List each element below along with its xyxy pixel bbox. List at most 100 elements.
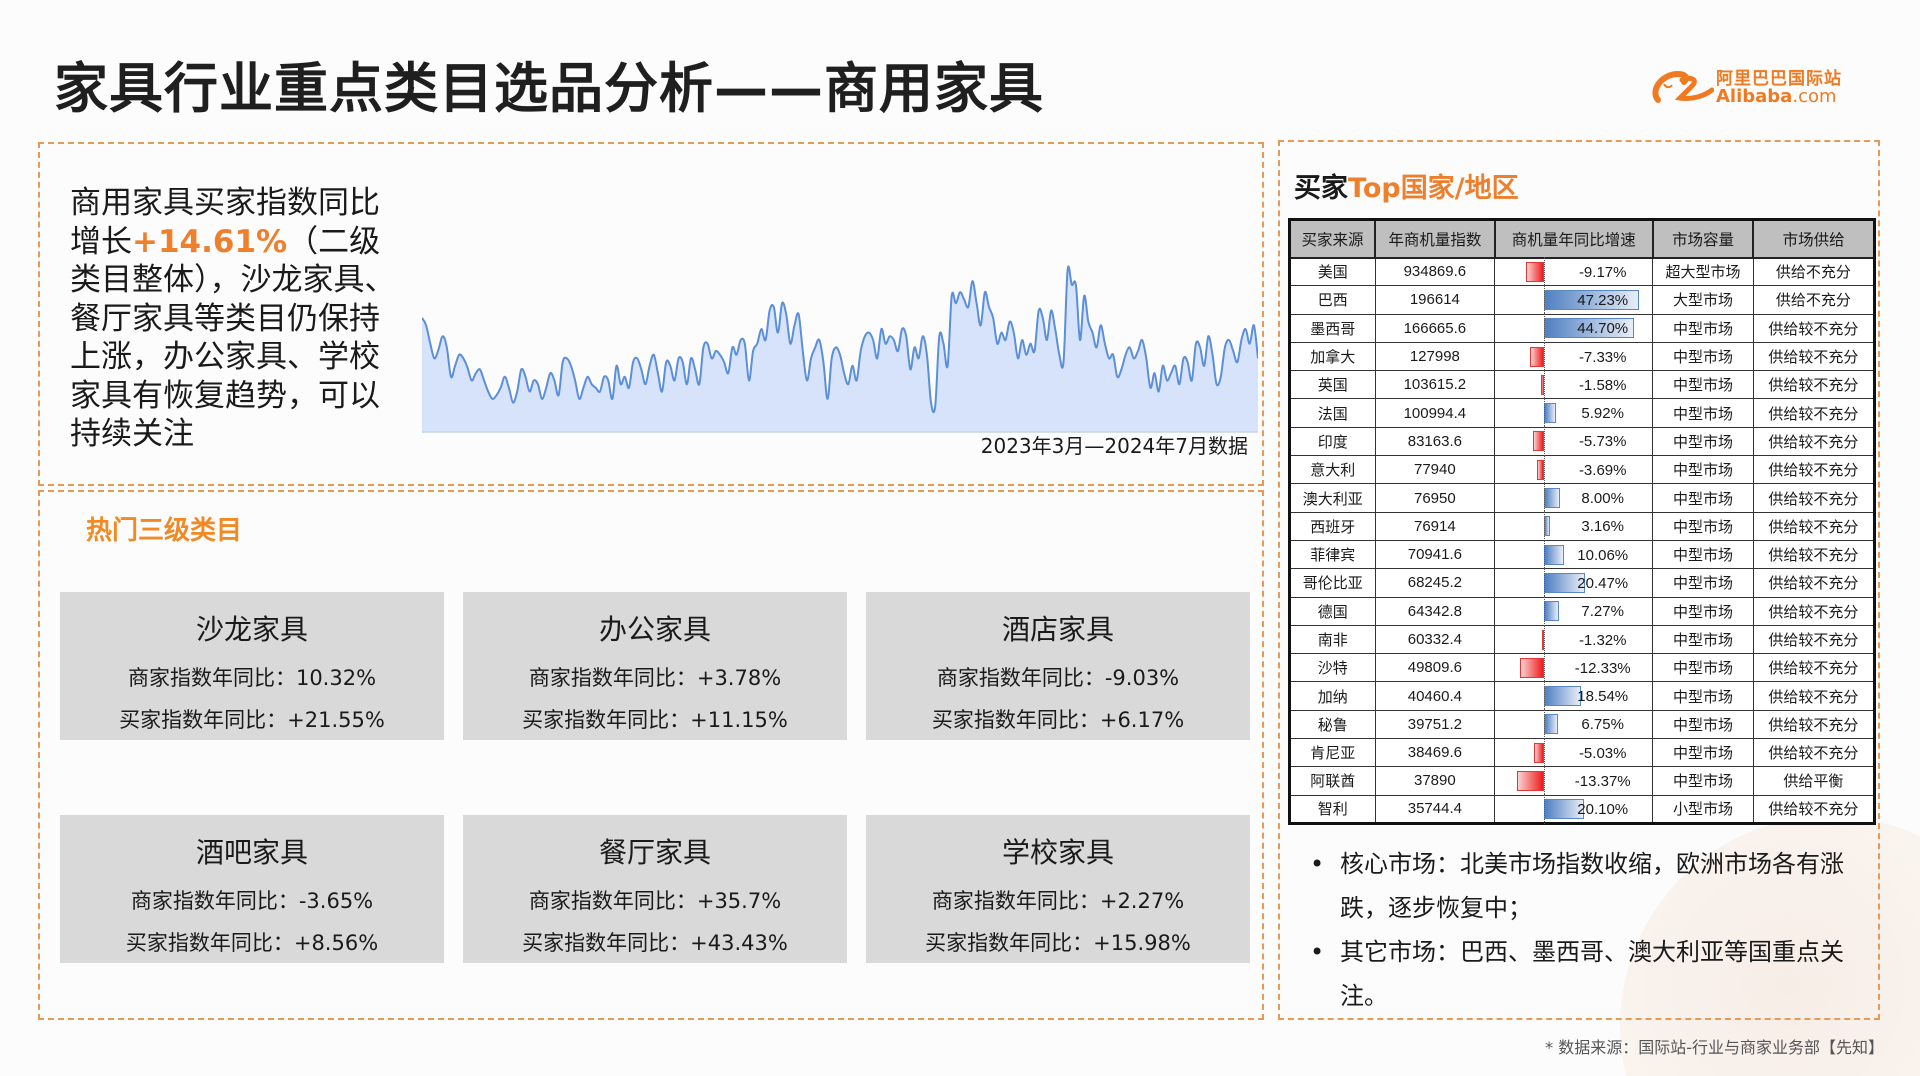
summary-highlight-growth: +14.61% [132,223,288,260]
country-cell: 肯尼亚 [1289,738,1376,768]
supply-cell: 供给较不充分 [1752,455,1876,485]
growth-value: 6.75% [1581,716,1624,734]
trend-area-fill [422,266,1258,432]
insight-core-markets: • 核心市场：北美市场指数收缩，欧洲市场各有涨跌，逐步恢复中； [1308,842,1868,930]
zero-axis [1544,681,1546,712]
index-cell: 127998 [1374,341,1496,372]
capacity-cell: 中型市场 [1652,398,1754,428]
country-cell: 印度 [1289,426,1376,457]
zero-axis [1544,624,1546,655]
negative-growth-bar [1525,261,1545,282]
column-header: 商机量年同比增速 [1493,218,1654,259]
capacity-cell: 中型市场 [1652,624,1754,655]
growth-cell: -12.33% [1494,652,1654,683]
index-cell: 70941.6 [1374,539,1496,570]
zero-axis [1544,341,1546,372]
index-cell: 38469.6 [1374,738,1496,768]
table-row: 哥伦比亚 68245.2 20.47% 中型市场 供给较不充分 [1289,567,1876,598]
negative-growth-bar [1517,770,1545,791]
capacity-cell: 中型市场 [1652,370,1754,400]
growth-cell: 10.06% [1494,539,1654,570]
capacity-cell: 中型市场 [1652,426,1754,457]
supply-cell: 供给较不充分 [1752,483,1876,513]
supply-cell: 供给较不充分 [1752,511,1876,541]
capacity-cell: 大型市场 [1652,285,1754,315]
alibaba-logo: 阿里巴巴国际站 Alibaba.com [1652,64,1852,114]
growth-cell: 6.75% [1494,709,1654,740]
country-cell: 智利 [1289,794,1376,824]
growth-cell: 5.92% [1494,398,1654,429]
category-name: 沙龙家具 [195,613,308,646]
capacity-cell: 中型市场 [1652,681,1754,711]
merchant-index-yoy: 商家指数年同比：10.32% [127,666,377,690]
supply-cell: 供给较不充分 [1752,709,1876,740]
column-header: 市场供给 [1752,218,1876,259]
index-cell: 76950 [1374,483,1496,513]
index-cell: 100994.4 [1374,398,1496,428]
table-row: 加纳 40460.4 18.54% 中型市场 供给较不充分 [1289,681,1876,712]
growth-value: 18.54% [1577,688,1629,706]
supply-cell: 供给较不充分 [1752,370,1876,400]
insight-other-markets: • 其它市场：巴西、墨西哥、澳大利亚等国重点关注。 [1308,930,1868,1018]
country-cell: 加拿大 [1289,341,1376,372]
country-cell: 巴西 [1289,285,1376,315]
capacity-cell: 中型市场 [1652,596,1754,626]
zero-axis [1544,511,1546,542]
zero-axis [1544,765,1546,796]
growth-cell: 20.10% [1494,793,1654,824]
growth-cell: 44.70% [1494,313,1654,344]
table-row: 巴西 196614 47.23% 大型市场 供给不充分 [1289,284,1876,315]
zero-axis [1544,793,1546,824]
growth-cell: -7.33% [1494,341,1654,372]
growth-value: 3.16% [1581,518,1624,536]
table-row: 智利 35744.4 20.10% 小型市场 供给较不充分 [1289,793,1876,824]
index-cell: 68245.2 [1374,568,1496,598]
merchant-index-yoy: 商家指数年同比：+3.78% [528,666,782,690]
supply-cell: 供给较不充分 [1752,313,1876,343]
capacity-cell: 中型市场 [1652,539,1754,570]
growth-cell: 3.16% [1494,511,1654,542]
summary-text-before: 商用家具买家指数同比增长 [70,185,380,260]
merchant-index-yoy: 商家指数年同比：+35.7% [528,889,782,913]
capacity-cell: 中型市场 [1652,455,1754,485]
capacity-cell: 中型市场 [1652,653,1754,683]
table-row: 肯尼亚 38469.6 -5.03% 中型市场 供给较不充分 [1289,737,1876,768]
supply-cell: 供给较不充分 [1752,738,1876,768]
buyer-index-yoy: 买家指数年同比：+21.55% [119,708,385,732]
zero-axis [1544,313,1546,344]
growth-value: 20.10% [1577,800,1629,818]
country-cell: 德国 [1289,596,1376,626]
index-cell: 39751.2 [1374,709,1496,740]
country-cell: 英国 [1289,370,1376,400]
category-name: 办公家具 [598,613,711,646]
category-name: 酒吧家具 [195,836,308,869]
zero-axis [1544,256,1546,287]
growth-value: 7.27% [1581,603,1624,621]
growth-value: -12.33% [1574,659,1631,677]
growth-value: -1.58% [1578,376,1627,394]
zero-axis [1544,539,1546,570]
growth-value: 10.06% [1577,546,1629,564]
table-header-row: 买家来源 年商机量指数 商机量年同比增速 市场容量 市场供给 [1288,218,1876,259]
growth-cell: -5.73% [1494,426,1654,457]
category-card-bar: 酒吧家具 商家指数年同比：-3.65% 买家指数年同比：+8.56% [60,815,444,963]
country-cell: 意大利 [1289,455,1376,485]
growth-cell: 47.23% [1494,284,1654,315]
negative-growth-bar [1529,346,1545,367]
supply-cell: 供给较不充分 [1752,596,1876,626]
buyers-panel-title: 买家Top国家/地区 [1294,173,1519,204]
index-cell: 35744.4 [1374,794,1496,824]
country-cell: 哥伦比亚 [1289,568,1376,598]
country-cell: 墨西哥 [1289,313,1376,343]
zero-axis [1544,483,1546,514]
data-source-footnote: * 数据来源：国际站-行业与商家业务部【先知】 [1545,1038,1884,1057]
supply-cell: 供给不充分 [1752,256,1876,287]
country-cell: 秘鲁 [1289,709,1376,740]
supply-cell: 供给不充分 [1752,285,1876,315]
category-card-school: 学校家具 商家指数年同比：+2.27% 买家指数年同比：+15.98% [866,815,1250,963]
table-row: 印度 83163.6 -5.73% 中型市场 供给较不充分 [1289,426,1876,457]
hot-categories-title: 热门三级类目 [86,516,243,546]
column-header: 年商机量指数 [1374,218,1496,259]
trend-summary: 商用家具买家指数同比增长+14.61%（二级类目整体），沙龙家具、餐厅家具等类目… [70,184,410,454]
category-name: 餐厅家具 [598,836,711,869]
